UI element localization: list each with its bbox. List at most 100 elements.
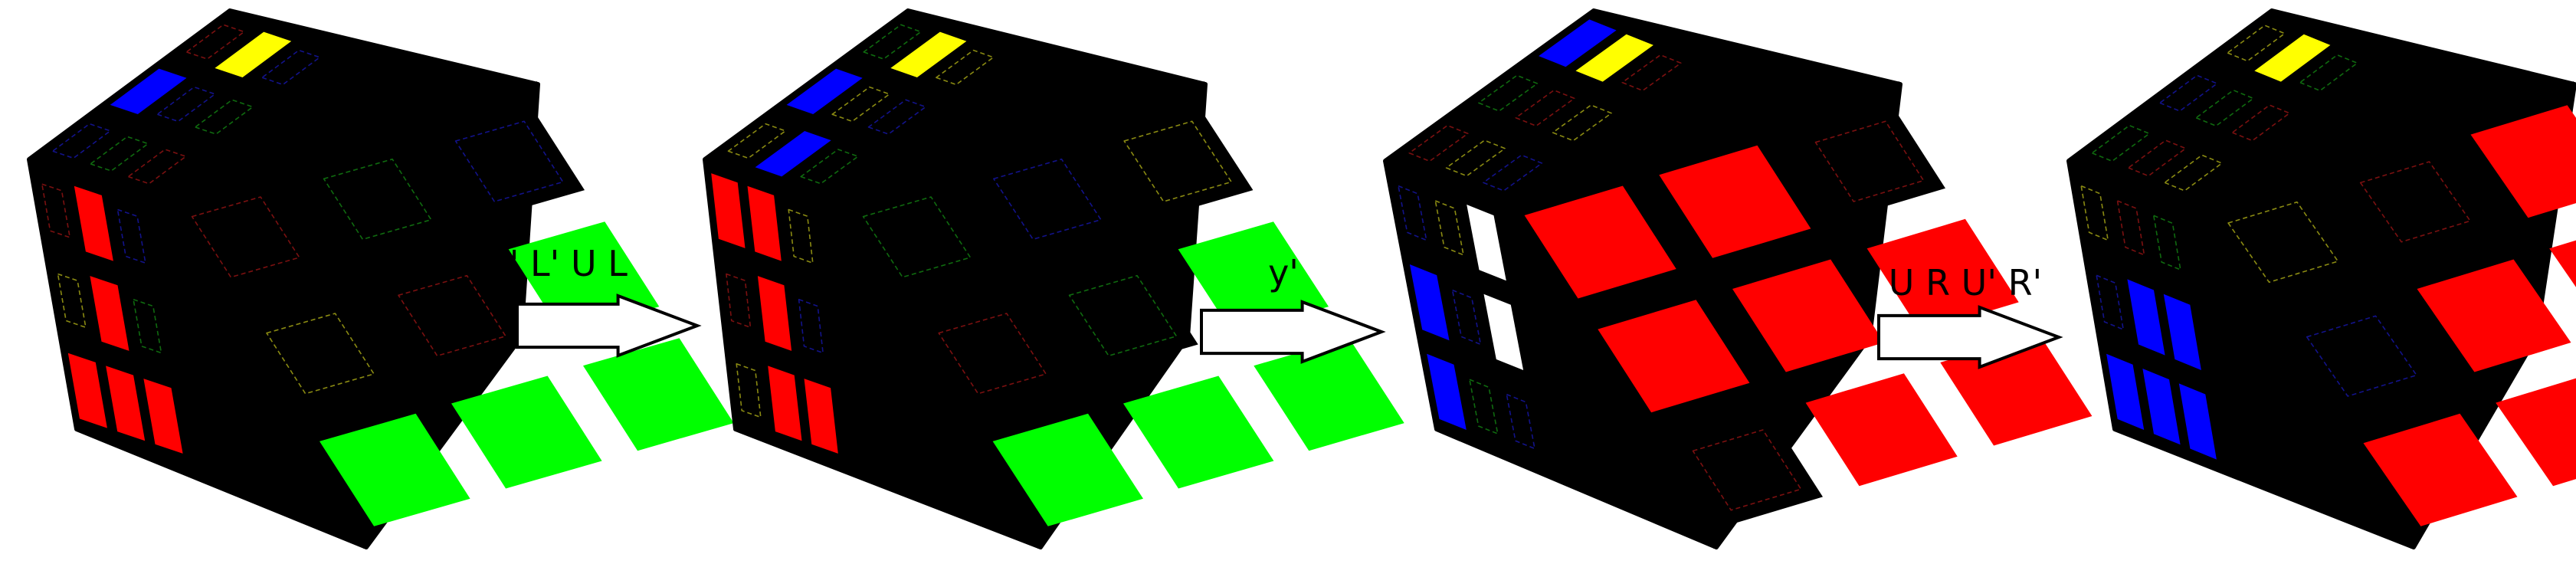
cube-2-top-sticker-2-0 [719,118,795,164]
cube-3-top-sticker-0-0 [1473,149,1552,197]
cube-3-right-sticker-2-1 [1805,373,1958,487]
cube-2-right-hint-0-1 [993,158,1102,241]
cube-2-top-sticker-1-2 [890,31,967,77]
cube-3-top-sticker-2-2 [1539,19,1617,67]
cube-4-right-sticker-2-0 [2363,413,2518,526]
cube-1-right-hint-1-0 [266,313,375,395]
cube-2-right-sticker-0-0 [841,180,992,293]
cube-2-top-hint-2-2 [863,24,922,60]
cube-2-edge-1 [812,81,1207,201]
cube-3-left-sticker-2-0 [1427,353,1467,430]
cube-4-right-sticker-2-1 [2496,378,2576,487]
cube-3-top-sticker-2-1 [1469,69,1547,117]
cube-2-left-sticker-1-1 [757,276,792,351]
cube-3-edge-2 [1493,203,1719,549]
cube-4-edge-1 [2176,81,2576,208]
cube-4-right-sticker-0-2 [2470,105,2576,218]
cube-2-top-hint-1-1 [831,86,890,123]
cube-2-left-sticker-1-2 [794,288,828,364]
cube-2-top-sticker-1-1 [823,81,899,127]
cube-3-left-sticker-1-1 [1447,279,1486,356]
cube-2-left-hint-1-0 [726,273,752,329]
cube-3-edge-1 [1495,81,1902,208]
cube-3-left-sticker-1-0 [1409,264,1450,341]
cube-3-right-hint-2-0 [1692,429,1802,511]
cube-3-left-sticker-0-0 [1392,175,1433,251]
cube-3-edge-0 [1384,158,1498,208]
cube-1-left-sticker-0-0 [36,173,76,248]
cube-1-left-sticker-2-1 [106,366,146,441]
cube-3-top-hint-2-0 [1408,124,1469,162]
cube-4-top-sticker-0-0 [2155,149,2231,197]
cube-1-left-sticker-0-1 [74,185,113,261]
cube-1-right-hint-0-0 [191,196,300,278]
cube-4 [2066,8,2576,549]
cube-4-left-hint-0-2 [2153,215,2181,271]
cube-1-right-sticker-1-1 [376,259,528,372]
cube-4-right-hint-0-0 [2227,201,2339,284]
move-arrow-2: y' [1200,252,1386,364]
cube-2-left-sticker-2-1 [768,366,802,441]
cube-3-top-hint-0-0 [1483,154,1543,192]
cube-2-left-hint-0-2 [788,208,814,264]
cube-3-top-sticker-1-0 [1437,134,1515,182]
cube-2-edge-0 [703,156,815,201]
cube-3-top-hint-1-0 [1445,139,1506,177]
cube-2-top-sticker-0-1 [859,94,936,140]
cube-4-right-hint-1-0 [2306,315,2417,397]
cube-2-top-sticker-0-0 [791,143,867,189]
move-label-3: U R U' R' [1889,262,2042,303]
cube-2-right-hint-1-1 [1068,274,1178,357]
cube-1-edge-1 [141,81,539,201]
arrow-shape-3 [1877,305,2063,369]
cube-3-right-sticker-0-2 [1794,105,1945,218]
cube-2-top-sticker-2-1 [786,68,863,114]
cube-2-left-sticker-0-2 [783,198,818,274]
cube-3-top-sticker-2-0 [1399,120,1478,167]
cube-1-right-sticker-2-0 [320,413,470,526]
cube-2-right-sticker-2-1 [1123,375,1274,489]
move-arrow-3: U R U' R' [1877,262,2063,369]
cube-1-right-hint-0-1 [323,158,432,241]
cube-3-top-sticker-0-1 [1543,99,1621,147]
cube-2-right-hint-0-2 [1123,120,1232,202]
cube-3-left-sticker-0-1 [1429,189,1470,266]
cube-3-top-sticker-0-2 [1612,49,1691,97]
cube-4-left-hint-1-0 [2096,274,2124,330]
cube-2-right-sticker-1-2 [1178,221,1329,335]
cube-1-left-sticker-2-2 [143,379,183,454]
cube-2-left-hint-2-0 [736,362,762,418]
cube-4-top-sticker-0-1 [2223,99,2299,147]
cube-1-right-hint-0-2 [454,120,564,202]
cube-3-right-sticker-1-2 [1866,218,2019,332]
cube-2 [703,8,1404,549]
cube-2-edge-2 [811,195,1044,549]
cube-4-top-sticker-2-2 [2218,19,2294,67]
cube-1-top-sticker-1-0 [80,131,158,177]
cube-2-top-hint-0-2 [936,49,995,86]
cube-2-top-sticker-1-0 [755,131,831,177]
cube-1-left-sticker-1-0 [52,263,92,339]
cube-4-left-sticker-0-2 [2148,205,2186,281]
cube-3-right-sticker-0-1 [1659,145,1811,258]
cube-4-left-hint-0-1 [2116,200,2145,256]
cube-4-edge-0 [2067,158,2179,208]
cube-2-left-sticker-2-0 [731,352,766,428]
cube-3-top-hint-1-1 [1515,89,1575,127]
cube-4-left-sticker-1-1 [2127,279,2165,356]
cube-3-top-hint-2-1 [1478,74,1539,112]
cube-4-left-sticker-2-2 [2178,383,2217,460]
cube-1-top-sticker-1-1 [148,81,224,127]
arrow-shape-2 [1200,300,1386,364]
cube-2-top-hint-0-1 [867,99,926,135]
cube-4-left-sticker-1-0 [2091,264,2129,341]
cube-2-right-sticker-0-2 [1103,105,1254,218]
cube-2-right-hint-0-0 [862,196,972,278]
cube-1-edge-2 [139,195,369,549]
cube-1-top-sticker-2-0 [43,118,120,164]
cube-1-right-hint-1-1 [398,274,506,357]
cube-2-top-hint-2-0 [727,123,786,159]
cube-2-right-sticker-2-0 [992,413,1143,526]
cube-1-top-sticker-2-1 [110,68,187,114]
